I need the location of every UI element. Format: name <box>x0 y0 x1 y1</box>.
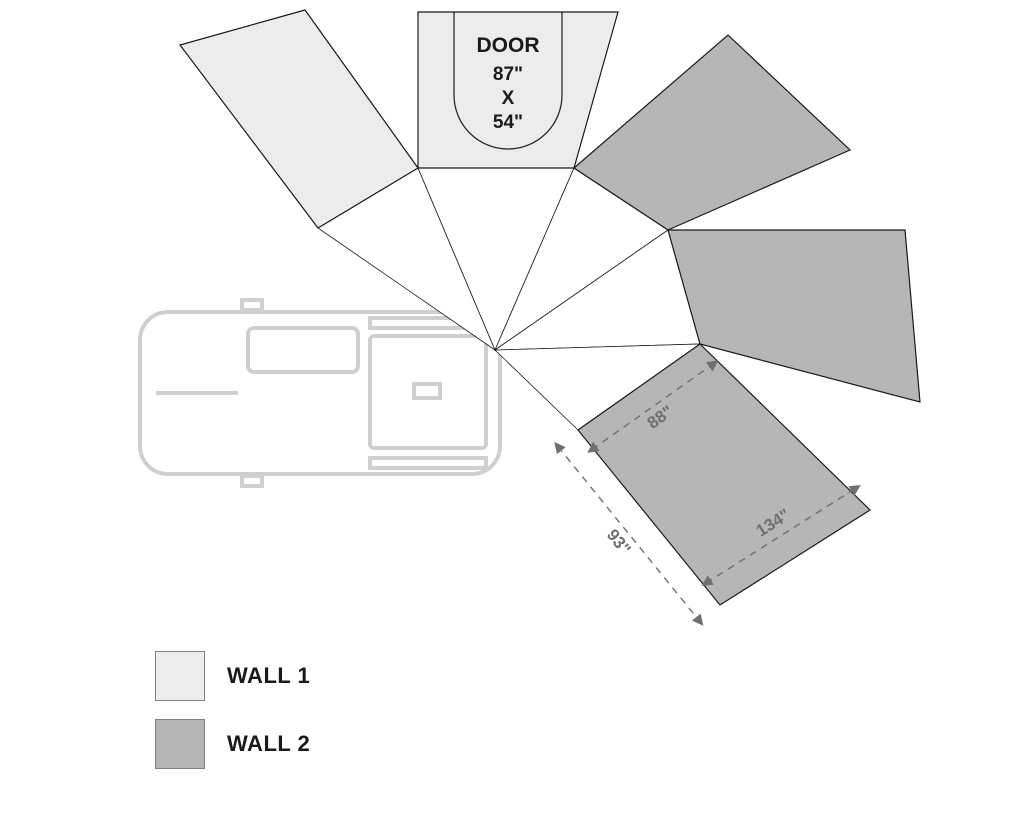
truck-mirror <box>242 300 262 310</box>
truck-tailgate <box>414 384 440 398</box>
dimension-label: 93" <box>603 526 635 559</box>
legend-item-wall2: WALL 2 <box>155 719 310 769</box>
door-dimension: X <box>502 88 515 109</box>
door-label: DOOR <box>477 34 540 57</box>
truck-mirror <box>242 476 262 486</box>
truck-bed-rail <box>370 458 486 468</box>
door-dimension: 87" <box>493 64 523 85</box>
truck-bed <box>370 336 486 448</box>
legend-label: WALL 1 <box>227 663 310 689</box>
truck-cab <box>248 328 358 372</box>
awning-diagram: DOOR87"X54"88"134"93" <box>0 0 1024 819</box>
door-dimension: 54" <box>493 112 523 133</box>
legend-swatch <box>155 719 205 769</box>
legend-item-wall1: WALL 1 <box>155 651 310 701</box>
legend-label: WALL 2 <box>227 731 310 757</box>
legend: WALL 1 WALL 2 <box>155 633 310 769</box>
legend-swatch <box>155 651 205 701</box>
